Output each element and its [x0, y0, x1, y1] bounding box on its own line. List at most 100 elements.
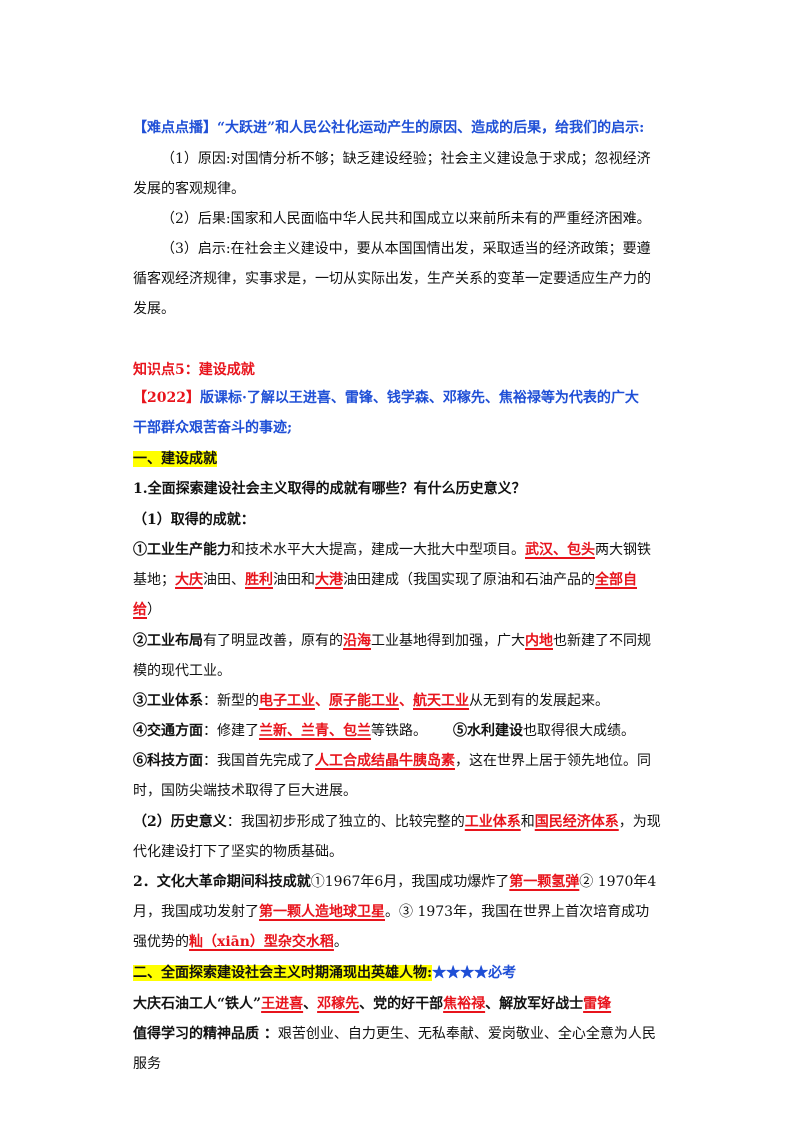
- keyword: 人工合成结晶牛胰岛素: [315, 753, 455, 769]
- separator: 、: [399, 693, 413, 709]
- keyword: 兰新、兰青、包兰: [259, 723, 371, 739]
- lesson-line-1: （3）启示:在社会主义建设中，要从本国国情出发，采取适当的经济政策；要遵: [161, 241, 651, 257]
- keyword: 第一颗氢弹: [509, 874, 580, 890]
- achievement-1-line-2: 基地；大庆油田、胜利油田和大港油田建成（我国实现了原油和石油产品的全部自: [133, 565, 668, 595]
- section1-heading: 一、建设成就: [133, 451, 217, 467]
- text-span: 基地；: [133, 572, 175, 588]
- text-span: 油田建成（我国实现了原油和石油产品的: [343, 572, 595, 588]
- keyword: 给: [133, 602, 147, 618]
- cause-line-2: 发展的客观规律。: [133, 181, 245, 197]
- hero-name: 邓稼先: [317, 996, 360, 1012]
- lesson-line-3: 发展。: [133, 301, 175, 317]
- hero-name: 雷锋: [583, 996, 612, 1012]
- text-span: 和: [520, 814, 535, 830]
- text-span: 等铁路。: [371, 723, 427, 739]
- q2-line-3: 强优势的籼（xiān）型杂交水稻。: [133, 927, 668, 957]
- achievement-4-5: ④交通方面：修建了兰新、兰青、包兰等铁路。 ⑤水利建设也取得很大成绩。: [133, 716, 668, 746]
- achievement-6-label: ⑥科技方面: [133, 753, 203, 769]
- q2-line-2: 月，我国成功发射了第一颗人造地球卫星。③ 1973年，我国在世界上首次培育成功: [133, 897, 668, 927]
- achievement-2-label: ②工业布局: [133, 633, 203, 649]
- achievement-4-label: ④交通方面: [133, 723, 203, 739]
- keyword: 航天工业: [413, 693, 469, 709]
- text-span: 大庆石油工人“铁人”: [133, 996, 262, 1012]
- achievement-1-line-1: ①工业生产能力和技术水平大大提高，建成一大批大中型项目。武汉、包头两大钢铁: [133, 535, 668, 565]
- text-span: 从无到有的发展起来。: [469, 693, 609, 709]
- q2-label: 2．文化大革命期间科技成就: [133, 874, 311, 890]
- keyword: 全部自: [595, 572, 637, 588]
- standard-line-1: 【2022】版课标·了解以王进喜、雷锋、钱学森、邓稼先、焦裕禄等为代表的广大: [133, 383, 668, 413]
- text-span: 月，我国成功发射了: [133, 904, 259, 920]
- text-span: ，为现: [618, 814, 661, 830]
- keyword: 第一颗人造地球卫星: [259, 904, 385, 920]
- spirit-line-1: 值得学习的精神品质 ：艰苦创业、自力更生、无私奉献、爱岗敬业、全心全意为人民: [133, 1019, 668, 1049]
- keyword: 国民经济体系: [534, 814, 619, 830]
- result-line: （2）后果:国家和人民面临中华人民共和国成立以来前所未有的严重经济困难。: [161, 211, 651, 227]
- standard-tag: 【2022】: [133, 390, 200, 406]
- achievement-1-line-3: 给）: [133, 595, 668, 625]
- achievement-subheading: （1）取得的成就：: [133, 512, 255, 528]
- section1-heading-row: 一、建设成就: [133, 444, 668, 474]
- significance-label: （2）历史意义: [133, 814, 227, 830]
- difficulty-title: 【难点点播】“大跃进”和人民公社化运动产生的原因、造成的后果，给我们的启示:: [133, 120, 645, 136]
- keyword: 武汉、包头: [525, 542, 595, 558]
- text-span: ：我国初步形成了独立的、比较完整的: [226, 814, 465, 830]
- keyword: 电子工业: [259, 693, 315, 709]
- achievement-3: ③工业体系：新型的电子工业、原子能工业、航天工业从无到有的发展起来。: [133, 686, 668, 716]
- keyword: 工业体系: [464, 814, 521, 830]
- text-span: ② 1970年4: [579, 874, 657, 890]
- separator: 、: [303, 996, 318, 1012]
- achievement-6-line-2: 时，国防尖端技术取得了巨大进展。: [133, 783, 357, 799]
- achievement-6-line-1: ⑥科技方面：我国首先完成了人工合成结晶牛胰岛素，这在世界上居于领先地位。同: [133, 746, 668, 776]
- text-span: 也取得很大成绩。: [523, 723, 635, 739]
- text-span: 、党的好干部: [359, 996, 444, 1012]
- standard-line-2: 干部群众艰苦奋斗的事迹;: [133, 420, 293, 436]
- spirit-line-2: 服务: [133, 1056, 161, 1072]
- achievement-1-label: ①工业生产能力: [133, 542, 231, 558]
- text-span: 和技术水平大大提高，建成一大批大中型项目。: [231, 542, 525, 558]
- section2-heading-row: 二、全面探索建设社会主义时期涌现出英雄人物:★★★★必考: [133, 958, 668, 988]
- keyword: 籼（xiān）型杂交水稻: [189, 934, 334, 950]
- keyword: 大港: [315, 572, 343, 588]
- text-span: ：修建了: [203, 723, 259, 739]
- heroes-line: 大庆石油工人“铁人”王进喜、邓稼先、党的好干部焦裕禄、解放军好战士雷锋: [133, 989, 668, 1019]
- text-span: ：新型的: [203, 693, 259, 709]
- achievement-3-label: ③工业体系: [133, 693, 203, 709]
- text-span: 。③ 1973年，我国在世界上首次培育成功: [385, 904, 650, 920]
- text-span: 两大钢铁: [595, 542, 651, 558]
- significance-line-1: （2）历史意义：我国初步形成了独立的、比较完整的工业体系和国民经济体系，为现: [133, 807, 668, 837]
- hero-name: 焦裕禄: [443, 996, 486, 1012]
- achievement-5-label: ⑤水利建设: [453, 723, 523, 739]
- achievement-2-line-2: 模的现代工业。: [133, 663, 231, 679]
- separator: 、: [315, 693, 329, 709]
- text-span: 也新建了不同规: [553, 633, 651, 649]
- text-span: ①1967年6月，我国成功爆炸了: [310, 874, 510, 890]
- hero-name: 王进喜: [261, 996, 304, 1012]
- standard-text-1: 版课标·了解以王进喜、雷锋、钱学森、邓稼先、焦裕禄等为代表的广大: [199, 390, 639, 406]
- keyword: 原子能工业: [329, 693, 399, 709]
- keyword: 内地: [525, 633, 553, 649]
- section2-heading: 二、全面探索建设社会主义时期涌现出英雄人物:: [133, 965, 433, 981]
- text-span: ，这在世界上居于领先地位。同: [455, 753, 651, 769]
- text-span: 强优势的: [133, 934, 189, 950]
- keyword: 大庆: [175, 572, 203, 588]
- significance-line-2: 代化建设打下了坚实的物质基础。: [133, 844, 343, 860]
- text-span: 、解放军好战士: [485, 996, 584, 1012]
- star-rating: ★★★★必考: [432, 965, 517, 981]
- knowledge-heading: 知识点5：建设成就: [133, 362, 255, 378]
- text-span: ：我国首先完成了: [203, 753, 315, 769]
- text-span: 工业基地得到加强，广大: [371, 633, 525, 649]
- cause-line-1: （1）原因:对国情分析不够；缺乏建设经验；社会主义建设急于求成；忽视经济: [161, 151, 651, 167]
- q2-line-1: 2．文化大革命期间科技成就①1967年6月，我国成功爆炸了第一颗氢弹② 1970…: [133, 867, 668, 897]
- text-span: 油田和: [273, 572, 315, 588]
- text-span: 艰苦创业、自力更生、无私奉献、爱岗敬业、全心全意为人民: [277, 1026, 656, 1042]
- text-span: 油田、: [203, 572, 245, 588]
- question-1: 1.全面探索建设社会主义取得的成就有哪些？有什么历史意义？: [133, 481, 526, 497]
- text-span: 有了明显改善，原有的: [203, 633, 343, 649]
- text-span: 。: [333, 934, 348, 950]
- achievement-2-line-1: ②工业布局有了明显改善，原有的沿海工业基地得到加强，广大内地也新建了不同规: [133, 626, 668, 656]
- text-span: ）: [147, 602, 161, 618]
- keyword: 胜利: [245, 572, 273, 588]
- spirit-label: 值得学习的精神品质 ：: [133, 1026, 278, 1042]
- lesson-line-2: 循客观经济规律，实事求是，一切从实际出发，生产关系的变革一定要适应生产力的: [133, 271, 651, 287]
